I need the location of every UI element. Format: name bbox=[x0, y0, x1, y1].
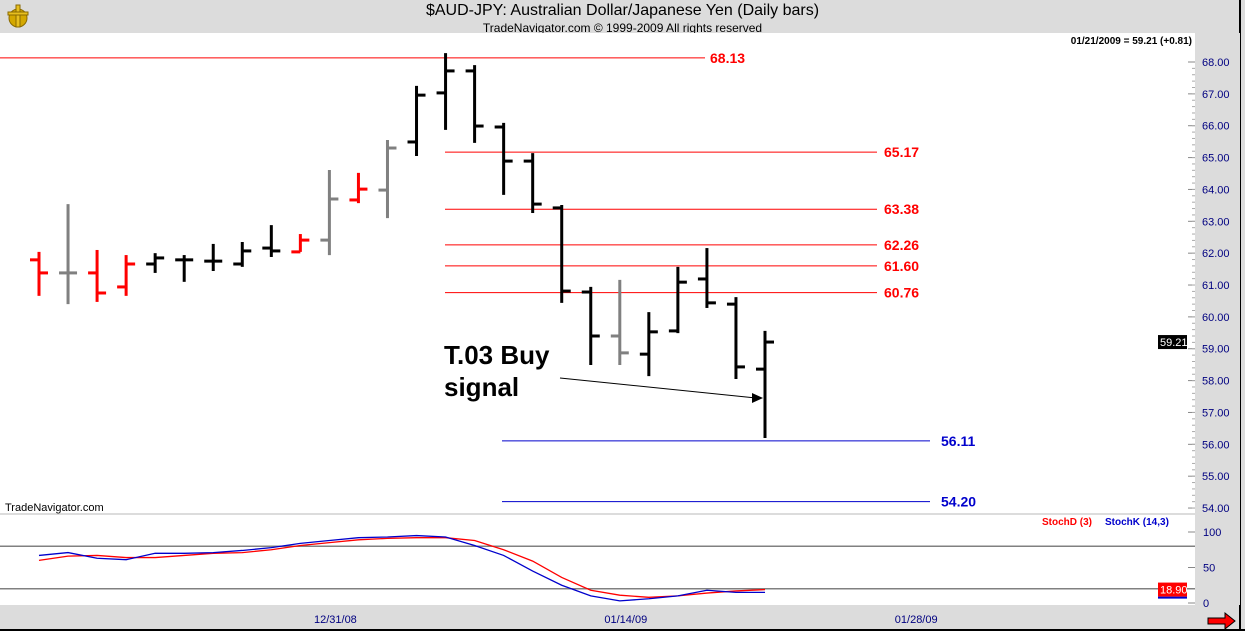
y-tick-label: 65.00 bbox=[1202, 153, 1230, 165]
last-quote-readout: 01/21/2009 = 59.21 (+0.81) bbox=[1071, 36, 1192, 47]
y-axis-background bbox=[1195, 33, 1240, 605]
arrow-right-icon[interactable] bbox=[1207, 611, 1236, 631]
price-bar bbox=[610, 279, 629, 365]
y-tick-label: 64.00 bbox=[1202, 184, 1230, 196]
scroll-right-button[interactable] bbox=[1207, 611, 1236, 631]
level-label-68.13: 68.13 bbox=[710, 50, 745, 66]
price-bar bbox=[320, 170, 339, 256]
price-bar bbox=[668, 266, 687, 334]
legend-stochk: StochK (14,3) bbox=[1105, 517, 1169, 528]
y-tick-label: 54.00 bbox=[1202, 503, 1230, 515]
y-tick-label: 67.00 bbox=[1202, 89, 1230, 101]
level-label-62.26: 62.26 bbox=[884, 237, 919, 253]
price-bar bbox=[349, 172, 368, 204]
price-bar bbox=[436, 53, 455, 130]
x-tick-label: 12/31/08 bbox=[314, 614, 357, 626]
price-bar bbox=[726, 297, 745, 380]
stoch-y-tick-label: 50 bbox=[1203, 563, 1215, 575]
trade-navigator-logo-icon bbox=[7, 4, 29, 28]
y-tick-label: 62.00 bbox=[1202, 248, 1230, 260]
stoch-series-k bbox=[38, 534, 765, 602]
price-bar bbox=[639, 312, 658, 377]
x-tick-label: 01/28/09 bbox=[895, 614, 938, 626]
price-bar bbox=[552, 205, 571, 303]
price-bar bbox=[291, 234, 310, 254]
y-tick-label: 63.00 bbox=[1202, 216, 1230, 228]
stoch-y-tick-label: 0 bbox=[1203, 598, 1209, 610]
chart-title: $AUD-JPY: Australian Dollar/Japanese Yen… bbox=[425, 2, 820, 19]
price-bar bbox=[465, 65, 484, 143]
level-label-54.20: 54.20 bbox=[941, 494, 976, 510]
price-bar bbox=[262, 225, 281, 257]
y-tick-label: 56.00 bbox=[1202, 439, 1230, 451]
level-label-65.17: 65.17 bbox=[884, 144, 919, 160]
level-label-56.11: 56.11 bbox=[941, 433, 975, 449]
price-plot-area bbox=[0, 33, 1195, 513]
last-price-label: 59.21 bbox=[1160, 337, 1188, 349]
annotation-arrow bbox=[559, 377, 757, 399]
y-tick-label: 68.00 bbox=[1202, 57, 1230, 69]
price-bar bbox=[756, 330, 774, 438]
legend-stochd: StochD (3) bbox=[1042, 517, 1092, 528]
annotation-arrowhead-icon bbox=[752, 393, 763, 403]
price-bar bbox=[233, 242, 252, 267]
price-bar bbox=[407, 85, 426, 156]
price-bar bbox=[523, 153, 542, 214]
annotation-line-2: signal bbox=[444, 372, 519, 402]
y-tick-label: 55.00 bbox=[1202, 471, 1230, 483]
annotation-line-1: T.03 Buy bbox=[444, 340, 550, 370]
y-tick-label: 66.00 bbox=[1202, 121, 1230, 133]
price-bar bbox=[204, 243, 223, 272]
price-bar bbox=[59, 204, 78, 305]
stochastic-plot-area bbox=[0, 515, 1195, 605]
price-bar bbox=[175, 255, 194, 282]
level-label-60.76: 60.76 bbox=[884, 285, 919, 301]
level-label-61.60: 61.60 bbox=[884, 258, 919, 274]
stoch-last-value-tag bbox=[1158, 582, 1187, 597]
y-tick-label: 58.00 bbox=[1202, 376, 1230, 388]
y-tick-label: 57.00 bbox=[1202, 407, 1230, 419]
chart-subtitle: TradeNavigator.com © 1999-2009 All right… bbox=[482, 21, 763, 35]
stoch-series-d bbox=[38, 537, 766, 598]
price-bar bbox=[378, 140, 397, 219]
x-tick-label: 01/14/09 bbox=[604, 614, 647, 626]
price-bar bbox=[30, 251, 48, 296]
y-tick-label: 61.00 bbox=[1202, 280, 1230, 292]
level-label-63.38: 63.38 bbox=[884, 201, 919, 217]
stoch-y-tick-label: 100 bbox=[1203, 527, 1221, 539]
last-price-tag bbox=[1158, 335, 1187, 350]
y-tick-label: 60.00 bbox=[1202, 312, 1230, 324]
price-bar bbox=[494, 122, 513, 195]
price-bar bbox=[146, 253, 165, 273]
y-tick-label: 59.00 bbox=[1202, 344, 1230, 356]
price-bar bbox=[117, 255, 136, 296]
price-bar bbox=[581, 286, 600, 365]
price-bar bbox=[88, 249, 107, 302]
price-bar bbox=[697, 248, 716, 308]
watermark-text: TradeNavigator.com bbox=[5, 502, 104, 514]
stoch-last-value-label: 18.90 bbox=[1160, 585, 1188, 597]
